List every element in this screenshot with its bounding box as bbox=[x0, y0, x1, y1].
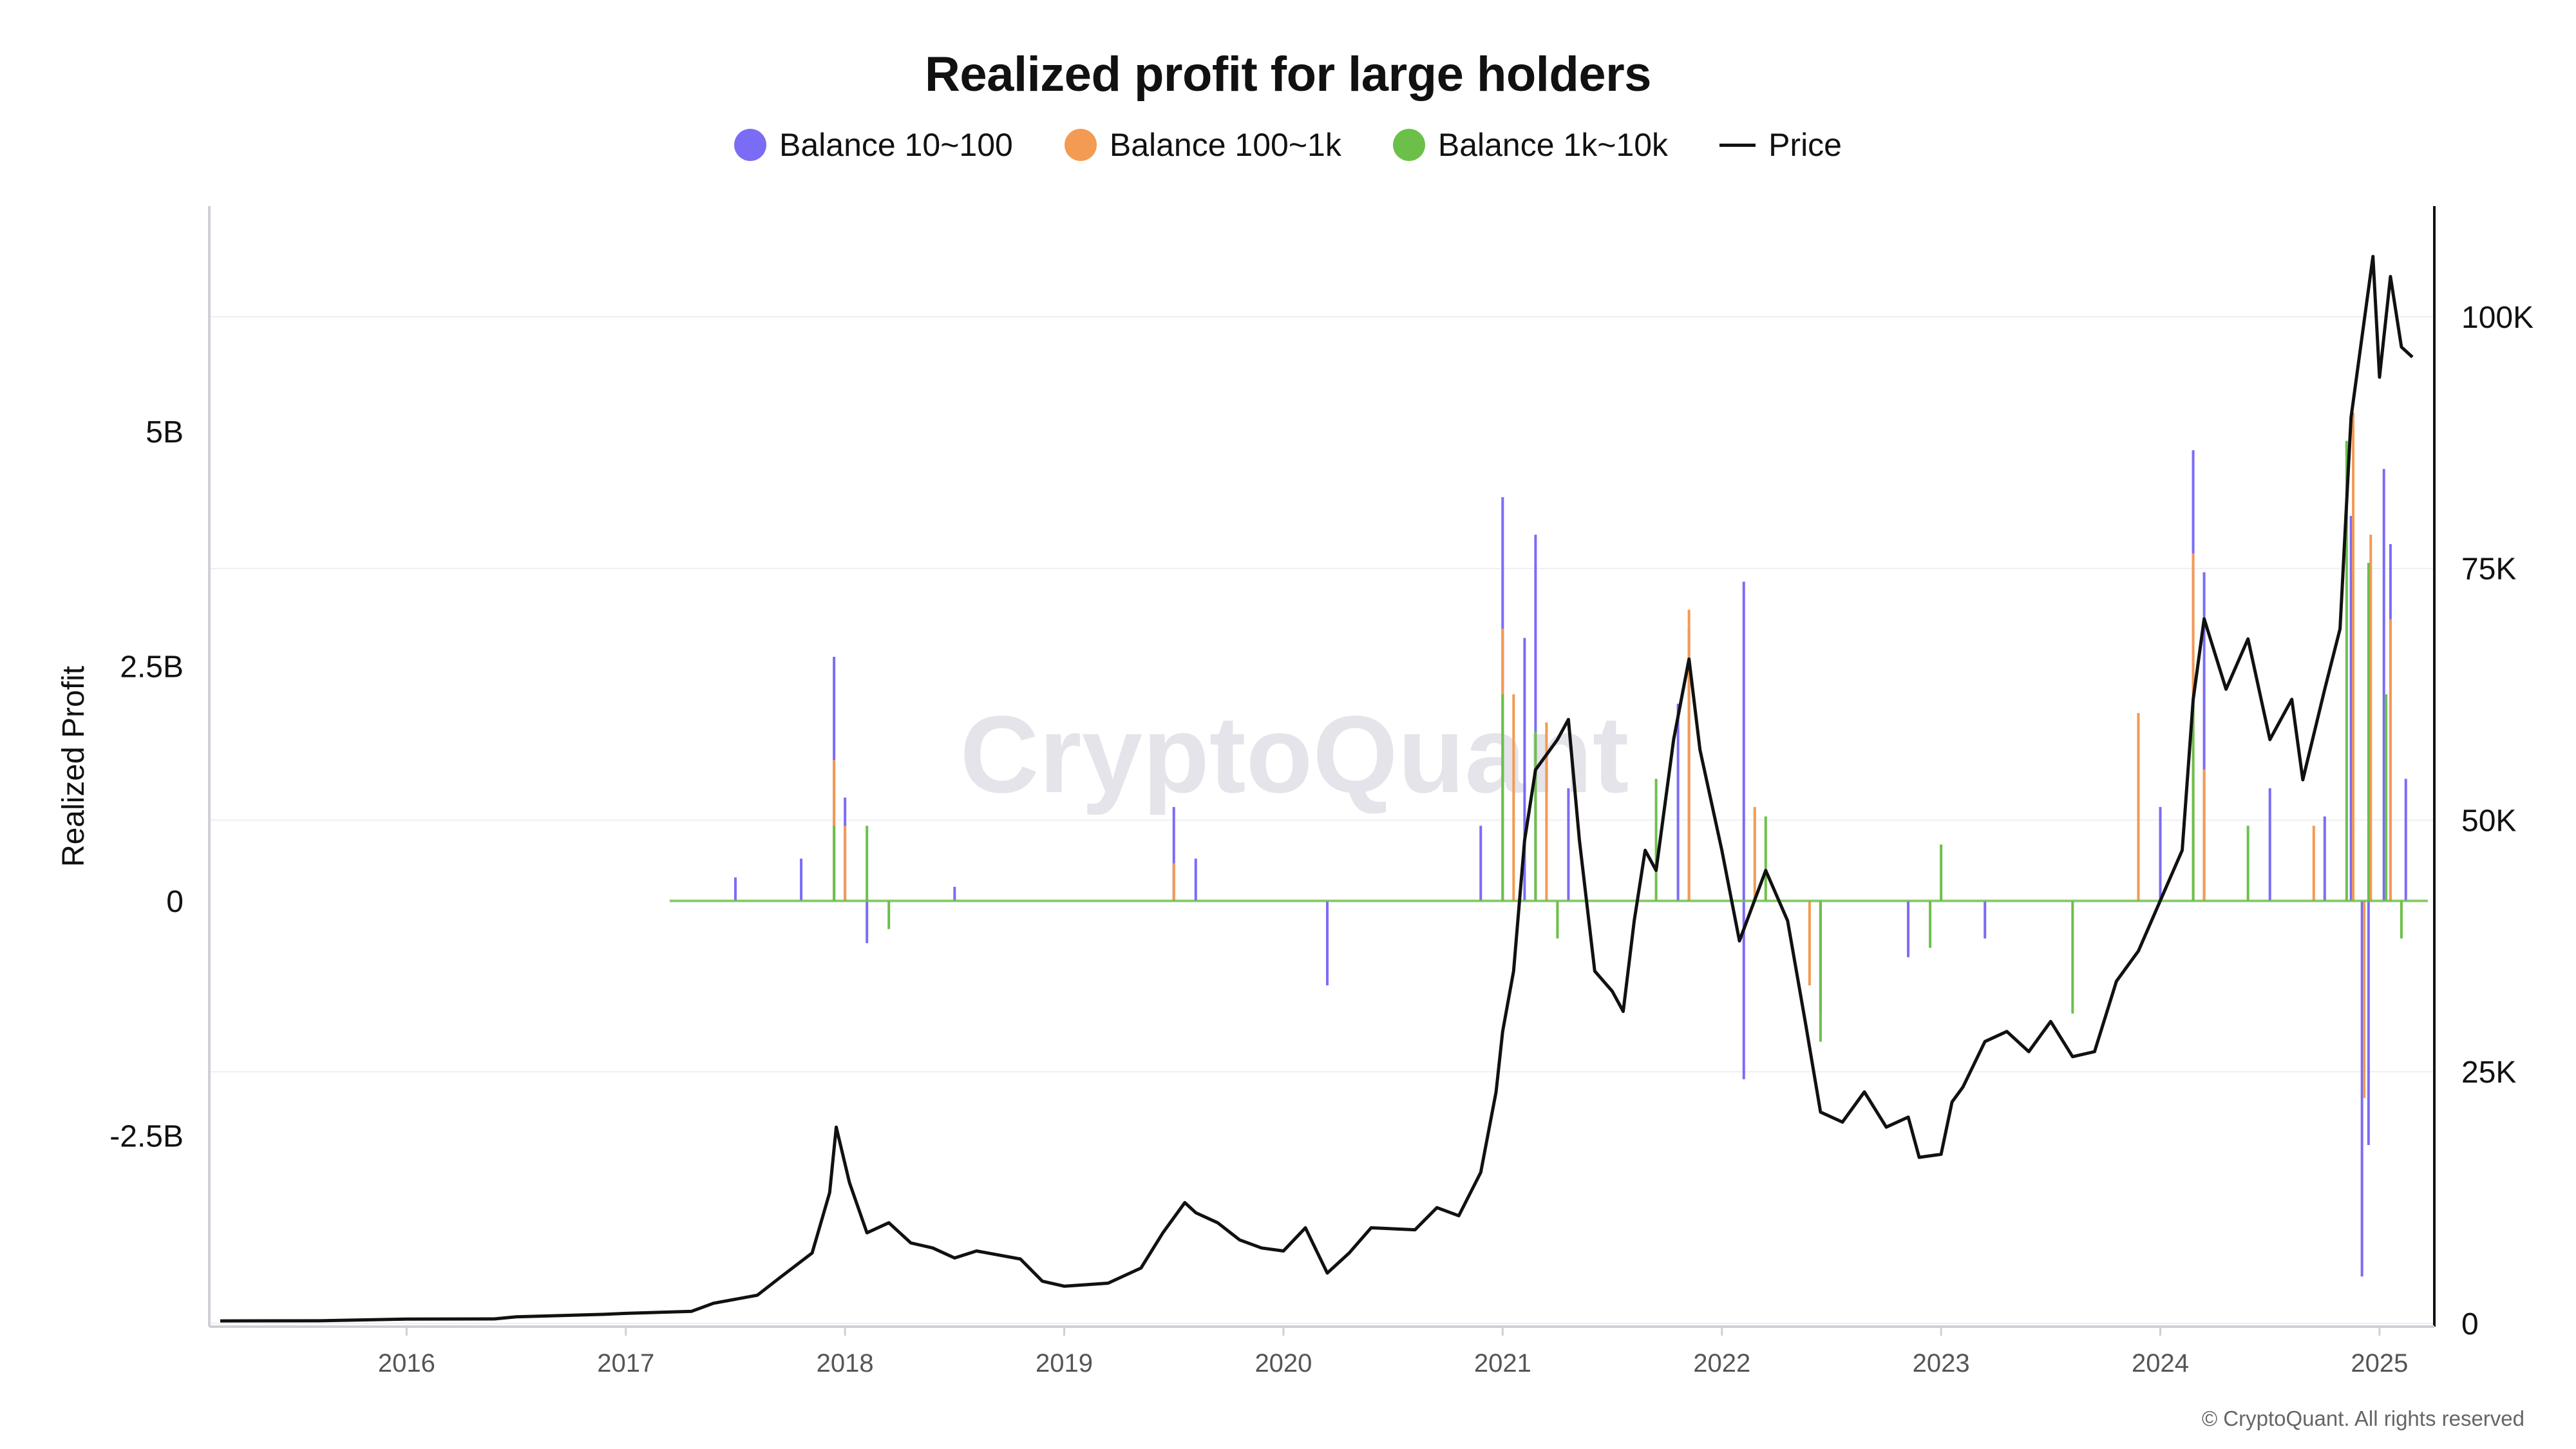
y-right-tick-label: 0 bbox=[2461, 1307, 2479, 1341]
x-tick-label: 2023 bbox=[1913, 1349, 1970, 1378]
axes: -2.5B 0 2.5B 5B 0 25K 50K 75K 100K 2016 2017 2018 20… bbox=[109, 206, 2533, 1378]
x-tick-label: 2019 bbox=[1036, 1349, 1093, 1378]
price-series bbox=[220, 254, 2414, 1323]
legend-line-icon bbox=[1719, 143, 1756, 147]
y-right-tick-label: 50K bbox=[2461, 804, 2516, 838]
legend-label: Balance 1k~10k bbox=[1437, 127, 1669, 163]
x-tick-label: 2018 bbox=[817, 1349, 874, 1378]
x-tick-label: 2025 bbox=[2351, 1349, 2408, 1378]
y-left-tick-label: 0 bbox=[166, 885, 184, 919]
price-line bbox=[220, 254, 2414, 1323]
watermark: CryptoQuant bbox=[960, 694, 1629, 816]
legend-dot-icon bbox=[1064, 129, 1097, 161]
x-tick-label: 2022 bbox=[1693, 1349, 1750, 1378]
legend-label: Price bbox=[1768, 127, 1842, 163]
chart-title: Realized profit for large holders bbox=[925, 47, 1651, 102]
legend-dot-icon bbox=[734, 129, 767, 161]
legend-label: Balance 100~1k bbox=[1109, 127, 1341, 163]
y-axis-label: Realized Profit bbox=[57, 666, 91, 867]
legend-item-balance-10-100[interactable]: Balance 10~100 bbox=[734, 126, 1013, 164]
x-tick-label: 2021 bbox=[1474, 1349, 1531, 1378]
y-right-tick-label: 75K bbox=[2461, 553, 2516, 587]
legend: Balance 10~100 Balance 100~1k Balance 1k… bbox=[0, 126, 2576, 164]
bar-series bbox=[669, 412, 2428, 1277]
legend-item-balance-100-1k[interactable]: Balance 100~1k bbox=[1064, 126, 1341, 164]
y-left-tick-label: 2.5B bbox=[120, 650, 184, 684]
y-left-tick-label: 5B bbox=[146, 415, 184, 450]
legend-item-price[interactable]: Price bbox=[1719, 126, 1842, 164]
copyright-footer: © CryptoQuant. All rights reserved bbox=[2201, 1406, 2524, 1430]
y-right-tick-label: 100K bbox=[2461, 301, 2533, 335]
legend-item-balance-1k-10k[interactable]: Balance 1k~10k bbox=[1392, 126, 1669, 164]
x-tick-label: 2017 bbox=[597, 1349, 654, 1378]
y-left-tick-label: -2.5B bbox=[109, 1119, 184, 1153]
legend-dot-icon bbox=[1392, 129, 1425, 161]
x-tick-label: 2020 bbox=[1255, 1349, 1312, 1378]
y-right-tick-label: 25K bbox=[2461, 1056, 2516, 1090]
grid-lines bbox=[209, 316, 2434, 1324]
legend-label: Balance 10~100 bbox=[779, 127, 1013, 163]
x-tick-label: 2016 bbox=[378, 1349, 435, 1378]
x-tick-label: 2024 bbox=[2132, 1349, 2189, 1378]
